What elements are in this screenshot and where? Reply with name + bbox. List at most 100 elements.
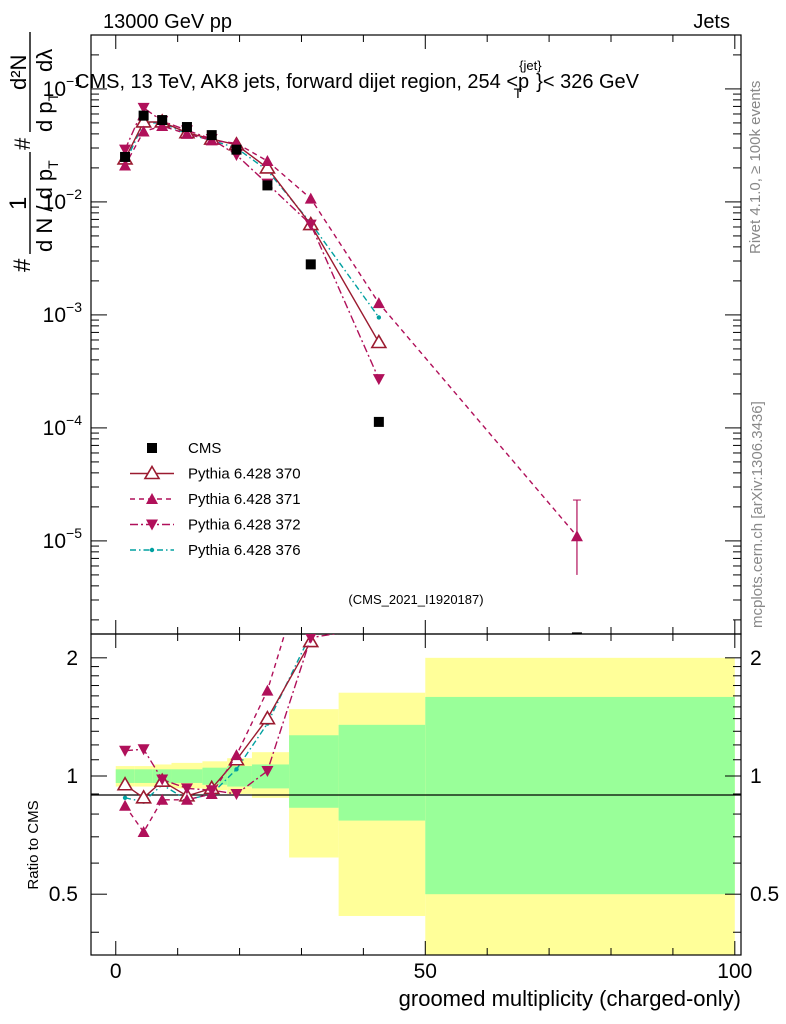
main-p372-point	[137, 102, 150, 114]
main-p376-point	[376, 315, 382, 320]
x-axis-label: groomed multiplicity (charged-only)	[399, 986, 741, 1011]
ratio-p376-point	[377, 411, 381, 415]
axes: 0 50 100 10−5 10−4 10−3 10−2 10−1 0.5 0.5 1 1 2 2	[43, 35, 779, 983]
ratio-p371-point	[119, 799, 132, 811]
band-inner-5	[227, 766, 252, 787]
main-cms-point	[206, 130, 217, 141]
ratio-p371-point	[571, 418, 583, 429]
legend: CMS Pythia 6.428 370 Pythia 6.428 371 Pythi…	[130, 440, 301, 559]
main-cms-point	[138, 110, 149, 121]
y-tick-label: 10−2	[43, 186, 83, 214]
ratio-p372-line	[124, 634, 339, 795]
ratio-p372-point	[205, 785, 218, 797]
plot-title-main: CMS, 13 TeV, AK8 jets, forward dijet reg…	[75, 71, 529, 93]
ratio-p370-point	[372, 495, 386, 507]
main-p371-point	[372, 297, 385, 309]
ratio-p371-point	[230, 749, 243, 761]
y-tick-label: 10−4	[43, 412, 83, 440]
x-tick-label: 100	[717, 960, 752, 983]
legend-label-p370: Pythia 6.428 370	[188, 466, 301, 483]
main-p371-point	[304, 192, 317, 204]
main-p372-point	[304, 219, 317, 231]
y-axis-label: # 1 d N / d pT # d²N d pT dλ	[5, 32, 61, 272]
y-label-dlambda: dλ	[32, 49, 57, 72]
ratio-y-tick-label-right: 1	[750, 765, 762, 788]
ratio-y-tick-label-right: 0.5	[750, 883, 779, 906]
band-inner-4	[202, 767, 228, 785]
ratio-y-axis-label: Ratio to CMS	[25, 800, 42, 889]
mcplots-label: mcplots.cern.ch [arXiv:1306.3436]	[749, 401, 766, 628]
rivet-version-label: Rivet 4.1.0, ≥ 100k events	[747, 81, 764, 254]
x-tick-label: 50	[414, 960, 437, 983]
legend-label-cms: CMS	[188, 440, 221, 457]
header-energy-label: 13000 GeV pp	[103, 11, 232, 33]
y-tick-label: 10−5	[43, 525, 83, 553]
legend-marker-cms	[147, 443, 157, 453]
main-cms-point	[157, 115, 168, 126]
ratio-p370-point	[135, 789, 153, 804]
ratio-p372-point	[261, 765, 274, 777]
y-tick-label: 10−3	[43, 299, 83, 327]
header-category-label: Jets	[693, 11, 730, 33]
ratio-p372-point	[305, 634, 317, 644]
main-cms-point	[373, 416, 384, 427]
ratio-p372-point	[156, 774, 169, 786]
y-label-num-denominator: d pT	[32, 92, 61, 132]
ratio-p372-point	[230, 788, 243, 800]
main-cms-point	[305, 259, 316, 270]
ratio-p372-point	[119, 745, 132, 757]
band-inner-6	[251, 764, 290, 789]
plot-title: CMS, 13 TeV, AK8 jets, forward dijet reg…	[75, 58, 640, 101]
ratio-uncertainty-bands	[115, 657, 735, 955]
ratio-p376-point	[122, 795, 128, 801]
legend-label-p371: Pythia 6.428 371	[188, 491, 301, 508]
main-p370-point	[370, 333, 388, 349]
ratio-p370-point	[116, 776, 134, 791]
main-cms-point	[262, 180, 273, 191]
plot-title-tail: }< 326 GeV	[536, 71, 640, 93]
ratio-y-tick-label: 1	[66, 765, 78, 788]
ratio-plot-series	[116, 411, 583, 838]
legend-label-p372: Pythia 6.428 372	[188, 517, 301, 534]
main-cms-point	[571, 632, 582, 634]
main-p372-point	[372, 374, 385, 386]
plot-title-sub: T	[514, 85, 523, 101]
main-p371-point	[261, 155, 274, 167]
legend-label-p376: Pythia 6.428 376	[188, 542, 301, 559]
ratio-y-tick-label: 2	[66, 647, 78, 670]
ratio-p370-point	[259, 710, 276, 725]
ratio-p372-point	[137, 744, 150, 756]
main-cms-point	[231, 144, 242, 155]
ratio-p372-point	[373, 622, 385, 633]
ratio-y-tick-label: 0.5	[49, 883, 78, 906]
band-inner-7	[289, 735, 339, 808]
legend-marker-p370	[143, 464, 161, 480]
legend-marker-p371	[146, 493, 158, 504]
y-tick-label: 10−1	[43, 73, 83, 101]
plot-title-sup: {jet}	[519, 58, 542, 73]
main-p372-line	[124, 106, 380, 380]
main-cms-point	[120, 151, 131, 162]
band-inner-8	[338, 724, 426, 821]
y-label-hash-1: #	[9, 258, 36, 272]
ratio-p371-point	[156, 793, 169, 805]
main-cms-point	[181, 122, 192, 133]
ratio-p372-point	[180, 783, 193, 795]
legend-marker-p372	[146, 519, 158, 531]
y-label-numerator: d²N	[6, 55, 31, 90]
ratio-p371-point	[137, 826, 150, 838]
main-p370-point	[259, 159, 276, 174]
main-p371-line	[124, 125, 578, 537]
band-inner-1	[134, 769, 153, 783]
band-inner-3	[171, 769, 203, 783]
analysis-watermark: (CMS_2021_I1920187)	[348, 592, 483, 607]
ratio-p371-point	[305, 542, 317, 553]
band-inner-0	[115, 769, 135, 783]
ratio-p371-point	[180, 793, 193, 805]
ratio-y-tick-label-right: 2	[750, 647, 762, 670]
ratio-p376-point	[234, 767, 239, 772]
x-tick-label: 0	[110, 960, 122, 983]
main-p371-point	[119, 159, 132, 171]
legend-marker-p376	[149, 547, 155, 553]
